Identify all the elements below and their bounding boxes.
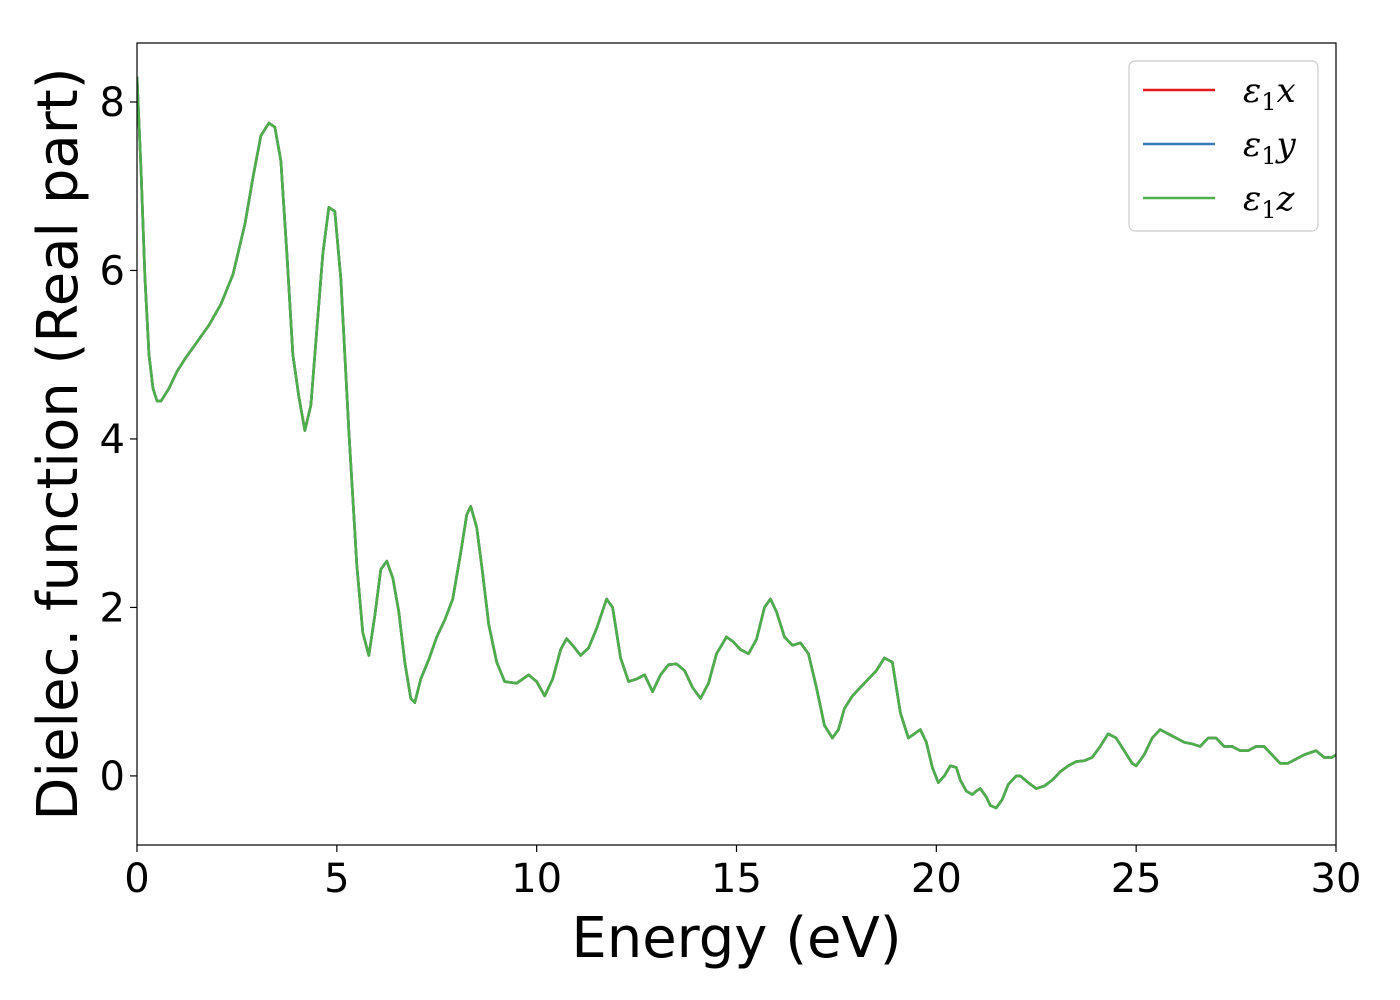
x-tick-label: 20: [911, 856, 962, 902]
y-tick-label: 4: [100, 417, 125, 463]
legend-subscript: 1: [1261, 88, 1276, 116]
legend-subscript: 1: [1261, 142, 1276, 170]
x-tick-label: 0: [124, 856, 149, 902]
y-tick-label: 6: [100, 248, 125, 294]
legend-symbol: ε: [1243, 71, 1261, 111]
x-axis: 0 5 10 15 20 25 30: [124, 845, 1361, 902]
y-tick-label: 0: [100, 754, 125, 800]
x-axis-label: Energy (eV): [571, 906, 901, 971]
x-tick-label: 15: [711, 856, 762, 902]
series-layer: [137, 76, 1336, 810]
y-axis-label: Dielec. function (Real part): [26, 67, 91, 820]
x-tick-label: 30: [1311, 856, 1362, 902]
y-axis: 0 2 4 6 8: [100, 80, 137, 800]
legend-component: z: [1276, 179, 1296, 219]
x-tick-label: 10: [511, 856, 562, 902]
legend-component: y: [1275, 125, 1297, 165]
legend-entry-x: ε1x: [1243, 71, 1296, 116]
legend-symbol: ε: [1243, 125, 1261, 165]
legend-component: x: [1277, 71, 1296, 111]
series-line-z: [137, 76, 1336, 810]
legend-entry-y: ε1y: [1243, 125, 1297, 170]
x-tick-label: 25: [1111, 856, 1162, 902]
legend-symbol: ε: [1243, 179, 1261, 219]
legend-entry-z: ε1z: [1243, 179, 1296, 224]
x-tick-label: 5: [324, 856, 349, 902]
y-tick-label: 8: [100, 80, 125, 126]
legend-subscript: 1: [1261, 196, 1276, 224]
y-tick-label: 2: [100, 585, 125, 631]
legend-box: [1128, 60, 1319, 232]
